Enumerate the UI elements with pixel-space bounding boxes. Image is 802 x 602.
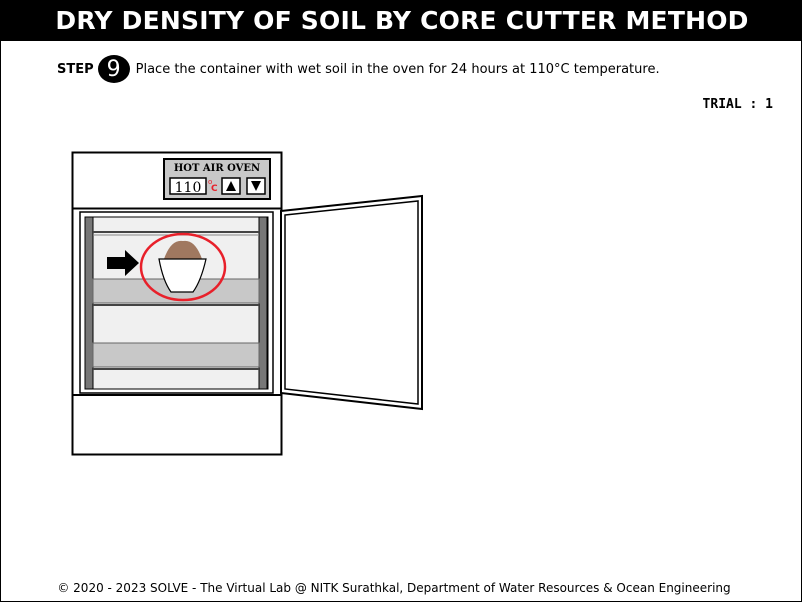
up-arrow-icon (226, 181, 236, 191)
oven-door[interactable] (280, 194, 423, 411)
oven-control-panel: HOT AIR OVEN 110 o C (163, 158, 271, 200)
celsius-unit: C (211, 184, 218, 194)
degree-symbol: o (208, 178, 212, 186)
step-instruction-row: STEP 9 Place the container with wet soil… (57, 55, 660, 83)
trial-indicator: TRIAL : 1 (702, 97, 773, 112)
highlight-circle (139, 232, 227, 302)
soil-container[interactable] (158, 240, 207, 293)
page-title: DRY DENSITY OF SOIL BY CORE CUTTER METHO… (1, 1, 802, 41)
footer-copyright: © 2020 - 2023 SOLVE - The Virtual Lab @ … (57, 581, 731, 595)
down-arrow-icon (251, 181, 261, 191)
temperature-up-button[interactable] (221, 177, 241, 195)
left-rail (84, 216, 94, 390)
temperature-display (169, 177, 207, 195)
temperature-down-button[interactable] (246, 177, 266, 195)
temperature-value: 110 (175, 180, 202, 196)
container-bowl (158, 258, 207, 293)
right-rail (258, 216, 268, 390)
step-number-badge: 9 (97, 55, 130, 83)
step-instruction-text: Place the container with wet soil in the… (135, 61, 660, 77)
oven-scene: HOT AIR OVEN 110 o C (71, 151, 423, 456)
wet-soil (164, 240, 202, 259)
step-label: STEP (57, 61, 94, 77)
oven-panel-title: HOT AIR OVEN (174, 163, 260, 174)
pointer-arrow-icon (107, 250, 139, 276)
